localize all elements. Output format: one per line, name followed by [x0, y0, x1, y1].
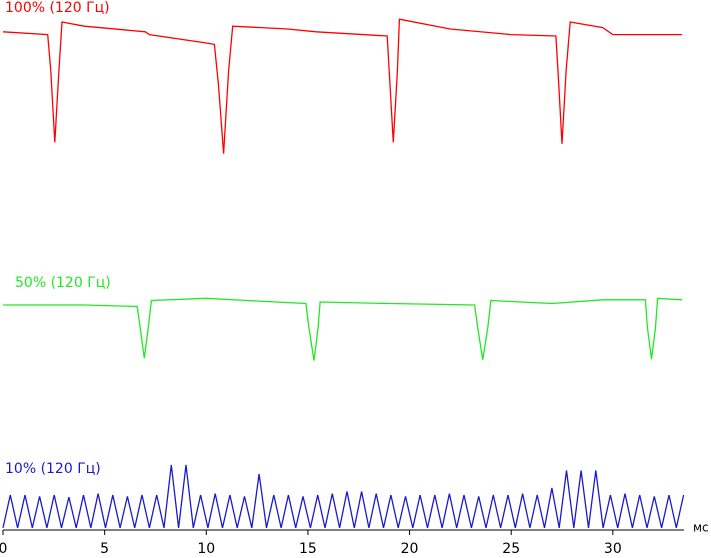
signal-trace — [2, 464, 685, 529]
x-tick-label: 5 — [100, 541, 109, 557]
x-tick-label: 30 — [604, 541, 622, 557]
trace-label: 100% (120 Гц) — [5, 0, 110, 16]
x-tick-label: 15 — [299, 541, 317, 557]
x-tick-label: 0 — [0, 541, 7, 557]
trace-label: 50% (120 Гц) — [15, 275, 111, 291]
x-tick-label: 20 — [401, 541, 419, 557]
x-tick-label: 25 — [502, 541, 520, 557]
x-tick-label: 10 — [197, 541, 215, 557]
signal-trace — [3, 297, 683, 361]
trace-label: 10% (120 Гц) — [5, 461, 101, 477]
signal-trace — [2, 18, 682, 154]
x-axis-label: мс — [693, 521, 709, 535]
